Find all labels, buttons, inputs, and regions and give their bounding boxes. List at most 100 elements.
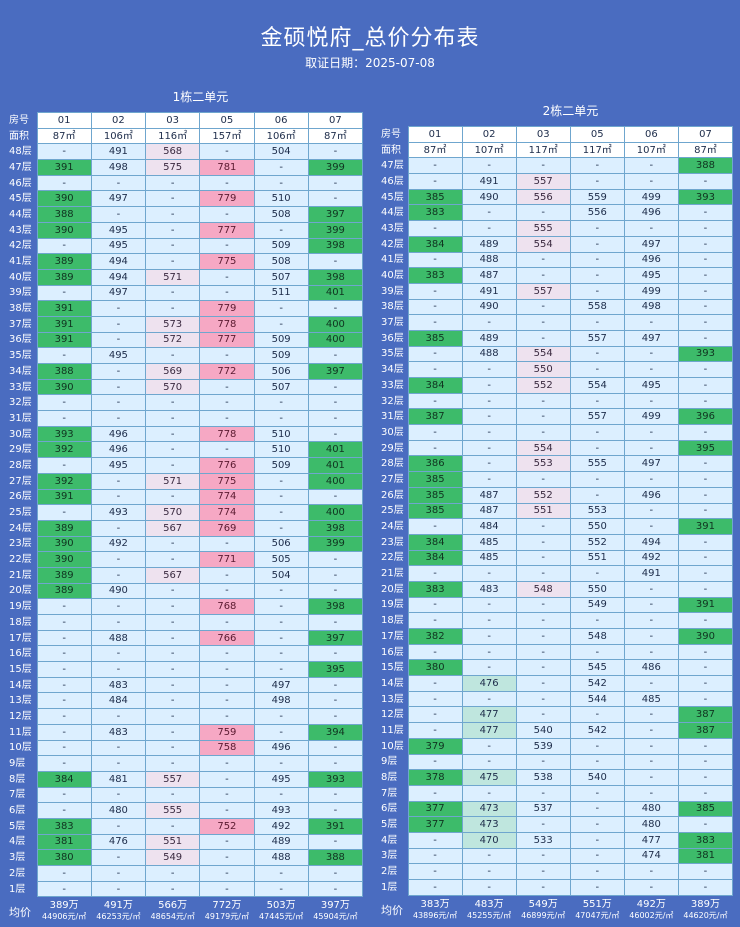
price-cell: 386	[407, 455, 463, 473]
floor-row: 14层 -483- -497-	[8, 676, 364, 694]
price-cell: 387	[407, 408, 463, 426]
price-cell: 483	[90, 723, 147, 741]
price-cell: 389	[36, 566, 92, 584]
price-cell: 775	[199, 253, 255, 270]
price-cell: -	[307, 551, 364, 568]
price-cell: 383	[36, 817, 92, 835]
price-cell: 390	[36, 378, 92, 396]
price-cell: -	[36, 786, 92, 804]
price-cell: -	[199, 786, 255, 804]
price-cell: 476	[461, 675, 517, 692]
price-cell: 476	[90, 833, 147, 851]
price-cell: 510	[253, 425, 309, 443]
floor-label: 13层	[8, 692, 37, 709]
floor-row: 2层 - - - - - -	[8, 865, 364, 882]
price-cell: -	[623, 706, 679, 724]
price-cell: -	[677, 455, 734, 473]
floor-label: 33层	[8, 379, 37, 395]
price-cell: -	[569, 800, 625, 818]
price-cell: 552	[515, 377, 571, 394]
floor-row: 45层 385 490 556 559 499 393	[380, 188, 734, 206]
price-cell: -	[515, 659, 571, 677]
floor-row: 27层 385- - - - -	[380, 471, 734, 488]
price-cell: -	[623, 220, 679, 237]
avg-total-price: 389万	[49, 900, 79, 912]
floor-row: 41层 -488- -496-	[380, 251, 734, 269]
price-cell: -	[407, 518, 463, 535]
price-cell: -	[253, 174, 309, 192]
price-cell: 389	[36, 268, 92, 286]
floor-label: 27层	[380, 471, 408, 488]
price-cell: -	[677, 471, 734, 488]
price-cell: 398	[307, 237, 364, 255]
price-cell: -	[623, 596, 679, 614]
unit-number: 01	[407, 126, 463, 143]
price-cell: 504	[253, 566, 309, 584]
price-cell: -	[90, 331, 147, 349]
price-cell: -	[461, 439, 517, 457]
floor-row: 7层 - - - - - -	[8, 786, 364, 804]
price-cell: -	[461, 659, 517, 677]
price-cell: -	[623, 580, 679, 598]
price-cell: -	[461, 737, 517, 755]
price-cell: 483	[461, 580, 517, 598]
price-cell: 498	[623, 298, 679, 316]
price-cell: -	[144, 206, 201, 223]
price-cell: -	[199, 535, 255, 553]
price-cell: 548	[569, 628, 625, 645]
price-cell: -	[144, 708, 201, 725]
price-cell: 537	[515, 800, 571, 818]
price-cell: 395	[677, 439, 734, 457]
unit-area: 116㎡	[144, 127, 201, 145]
price-cell: 777	[199, 221, 255, 239]
price-cell: 398	[307, 519, 364, 537]
price-cell: -	[461, 424, 517, 441]
price-cell: 570	[144, 378, 201, 396]
price-cell: 398	[307, 598, 364, 615]
block-title-2: 2栋二单元	[542, 104, 599, 118]
price-cell: 499	[623, 408, 679, 426]
price-cell: 488	[253, 849, 309, 866]
price-cell: 488	[461, 345, 517, 363]
price-cell: -	[515, 518, 571, 535]
price-cell: -	[623, 518, 679, 535]
price-cell: 559	[569, 188, 625, 206]
price-cell: 487	[461, 502, 517, 520]
price-cell: -	[623, 612, 679, 629]
price-cell: -	[461, 314, 517, 331]
price-cell: -	[199, 755, 255, 772]
price-cell: -	[36, 410, 92, 427]
price-cell: -	[515, 879, 571, 896]
price-cell: -	[307, 833, 364, 851]
price-cell: -	[677, 643, 734, 661]
row-label-area: 面积	[380, 142, 408, 158]
price-cell: -	[623, 471, 679, 488]
price-cell: 401	[307, 284, 364, 302]
price-cell: -	[515, 298, 571, 316]
price-cell: -	[407, 282, 463, 300]
floor-row: 38层 391- -779- -	[8, 300, 364, 317]
floor-row: 27层 392-571 775-400	[8, 472, 364, 490]
price-cell: -	[461, 204, 517, 222]
price-cell: -	[677, 220, 734, 237]
price-cell: -	[623, 628, 679, 645]
floor-row: 13层 - - -544 485-	[380, 690, 734, 708]
floor-row: 7层 - - - - - -	[380, 784, 734, 802]
price-cell: -	[199, 582, 255, 600]
price-cell: -	[307, 347, 364, 364]
floor-row: 42层 -495- -509 398	[8, 237, 364, 255]
floor-label: 45层	[8, 190, 37, 207]
price-cell: -	[144, 880, 201, 898]
floor-row: 30层 393 496-778 510-	[8, 425, 364, 443]
price-cell: 508	[253, 206, 309, 223]
price-cell: -	[515, 251, 571, 269]
price-cell: 485	[461, 533, 517, 551]
price-cell: -	[569, 879, 625, 896]
price-cell: 488	[461, 251, 517, 269]
price-cell: -	[253, 598, 309, 615]
avg-total-price: 389万	[690, 898, 720, 910]
price-cell: -	[144, 629, 201, 647]
price-cell: -	[569, 282, 625, 300]
price-cell: 539	[515, 737, 571, 755]
price-cell: -	[253, 661, 309, 678]
